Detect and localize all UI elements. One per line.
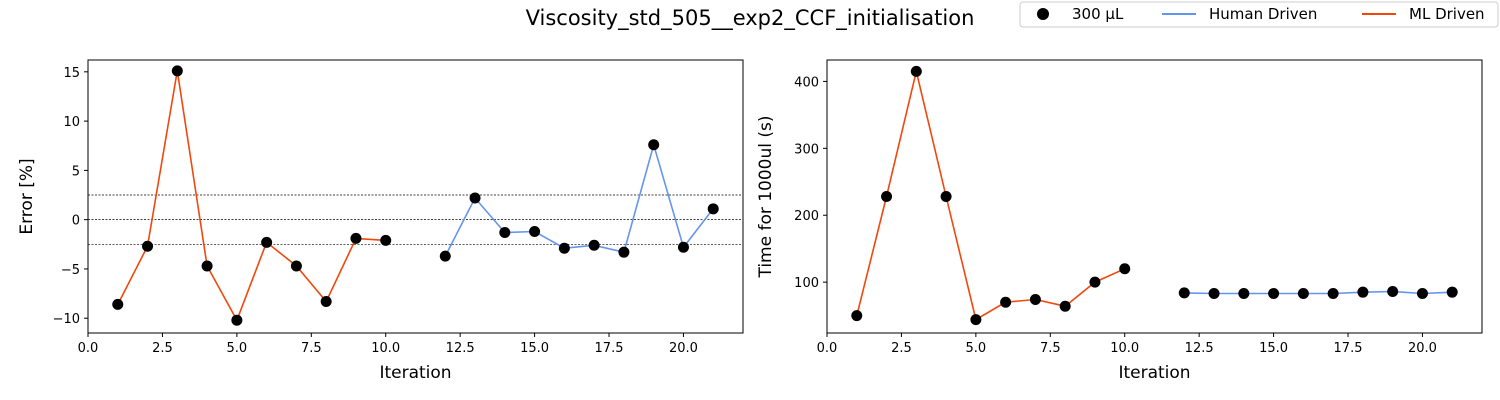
time-x-tick-label: 5.0 — [966, 341, 987, 356]
time-data-point — [1297, 288, 1309, 300]
error-data-point — [529, 225, 541, 237]
time-data-point — [970, 314, 982, 326]
time-data-point — [910, 65, 922, 77]
time-x-tick-label: 10.0 — [1110, 341, 1139, 356]
time-data-point — [881, 191, 893, 202]
legend-label-300ul: 300 µL — [1072, 5, 1124, 23]
time-x-axis-label: Iteration — [1118, 363, 1190, 383]
error-y-tick-label: 10 — [63, 115, 80, 130]
time-x-tick-label: 15.0 — [1259, 341, 1288, 356]
error-data-point — [648, 139, 660, 151]
time-y-tick-label: 300 — [794, 142, 819, 157]
time-data-point — [1327, 288, 1339, 300]
time-y-axis-label: Time for 1000ul (s) — [756, 115, 776, 278]
time-y-tick-label: 100 — [794, 276, 819, 291]
error-data-point — [558, 242, 570, 254]
error-series-human-driven — [444, 141, 714, 257]
error-x-tick-label: 15.0 — [520, 341, 549, 356]
time-data-point — [1089, 276, 1101, 288]
error-data-point — [201, 260, 213, 272]
figure-title: Viscosity_std_505__exp2_CCF_initialisati… — [526, 6, 975, 31]
error-y-axis-label: Error [%] — [17, 158, 37, 234]
time-x-tick-label: 0.0 — [817, 341, 838, 356]
error-y-tick-label: −5 — [61, 263, 80, 278]
error-x-tick-label: 7.5 — [301, 341, 322, 356]
time-x-tick-label: 17.5 — [1334, 341, 1363, 356]
time-x-tick-label: 20.0 — [1408, 341, 1437, 356]
error-data-point — [231, 314, 243, 326]
error-plot-frame — [87, 59, 744, 334]
error-x-tick-label: 5.0 — [227, 341, 248, 356]
time-data-point — [1416, 288, 1428, 300]
error-y-tick-label: −10 — [53, 312, 80, 327]
error-x-tick-label: 0.0 — [78, 341, 99, 356]
legend: 300 µL Human Driven ML Driven — [1019, 1, 1499, 28]
time-data-point — [1208, 288, 1220, 300]
error-data-point — [499, 226, 511, 238]
error-panel: 0.0 2.5 5.0 7.5 10.0 12.5 15.0 17.5 20.0 −10 −5 0 5 1… — [17, 59, 744, 383]
time-panel: 0.0 2.5 5.0 7.5 10.0 12.5 15.0 17.5 20.0 100 200 30… — [756, 59, 1483, 383]
time-data-point — [1238, 288, 1250, 300]
time-data-point — [1029, 294, 1041, 306]
error-x-axis-label: Iteration — [379, 363, 451, 383]
time-series-ml-driven — [856, 71, 1126, 321]
time-series-human-driven — [1184, 290, 1453, 295]
legend-label-human-driven: Human Driven — [1209, 5, 1317, 23]
error-y-tick-label: 15 — [63, 66, 80, 81]
error-data-point — [677, 241, 689, 253]
error-data-point — [588, 239, 600, 251]
error-data-point — [439, 250, 451, 262]
time-data-point — [1000, 296, 1012, 308]
time-data-point — [1059, 300, 1071, 312]
time-x-tick-label: 7.5 — [1040, 341, 1061, 356]
time-y-tick-label: 200 — [794, 209, 819, 224]
time-data-point — [1119, 263, 1131, 275]
error-data-point — [469, 192, 481, 204]
error-y-tick-label: 0 — [72, 214, 80, 229]
error-x-tick-label: 20.0 — [669, 341, 698, 356]
error-data-point — [350, 232, 362, 244]
error-data-point — [380, 234, 392, 246]
error-y-tick-label: 5 — [72, 164, 80, 179]
legend-label-ml-driven: ML Driven — [1409, 5, 1485, 23]
error-data-point — [261, 236, 273, 248]
error-data-point — [142, 240, 154, 252]
time-data-point — [851, 310, 863, 322]
error-data-point — [171, 65, 183, 77]
error-data-point — [707, 203, 719, 215]
time-plot-frame — [826, 59, 1483, 334]
error-data-point — [320, 295, 332, 307]
error-x-tick-label: 2.5 — [152, 341, 173, 356]
error-data-point — [618, 246, 630, 258]
error-data-point — [290, 260, 302, 272]
time-data-point — [1357, 286, 1369, 298]
error-x-tick-label: 10.0 — [371, 341, 400, 356]
error-x-tick-label: 12.5 — [446, 341, 475, 356]
error-series-ml-driven — [117, 70, 386, 323]
legend-box — [1019, 1, 1499, 28]
time-x-tick-label: 2.5 — [891, 341, 912, 356]
time-data-point — [1446, 286, 1458, 298]
time-data-point — [1268, 288, 1280, 300]
error-data-point — [112, 298, 124, 310]
time-y-tick-label: 400 — [794, 75, 819, 90]
time-data-point — [1178, 287, 1190, 299]
time-data-point — [1387, 286, 1399, 298]
error-x-tick-label: 17.5 — [595, 341, 624, 356]
time-data-point — [940, 191, 952, 202]
time-x-tick-label: 12.5 — [1185, 341, 1214, 356]
legend-marker-300ul — [1037, 8, 1049, 20]
